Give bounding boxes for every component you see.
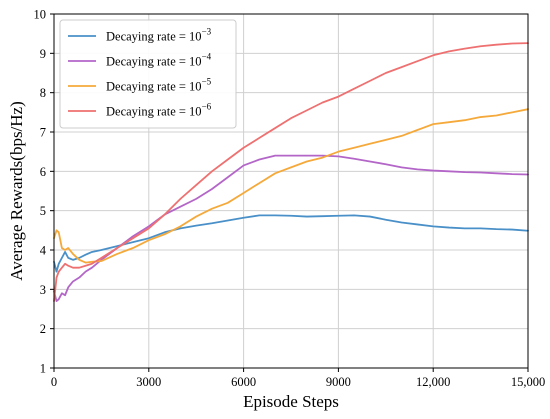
series-layer xyxy=(53,42,529,303)
y-tick-label: 3 xyxy=(40,283,46,297)
y-tick-label: 9 xyxy=(40,47,46,61)
x-axis-label: Episode Steps xyxy=(243,392,339,411)
legend: Decaying rate = 10−3 Decaying rate = 10−4… xyxy=(59,19,237,129)
legend-label-2: Decaying rate = 10−5 xyxy=(106,77,212,94)
y-tick-label: 6 xyxy=(40,165,46,179)
series-line-0 xyxy=(53,214,529,273)
y-tick-label: 4 xyxy=(40,244,47,258)
legend-label-3: Decaying rate = 10−6 xyxy=(106,102,212,119)
y-tick-label: 7 xyxy=(40,126,46,140)
tick-layer: 0 3000 6000 9000 12,000 15,000 1 2 3 4 5 6 7 8 9 10 xyxy=(34,8,546,390)
y-axis-label: Average Rewards(bps/Hz) xyxy=(7,101,26,281)
x-tick-label: 0 xyxy=(51,375,57,389)
x-tick-label: 3000 xyxy=(136,375,161,389)
y-tick-label: 1 xyxy=(40,362,46,376)
series-line-3 xyxy=(53,42,529,303)
grid-lines xyxy=(53,13,529,369)
legend-label-1: Decaying rate = 10−4 xyxy=(106,52,212,69)
series-line-1 xyxy=(53,154,529,303)
x-tick-label: 9000 xyxy=(326,375,351,389)
y-tick-label: 5 xyxy=(40,204,46,218)
plot-frame xyxy=(53,13,529,369)
x-tick-label: 12,000 xyxy=(416,375,450,389)
legend-label-0: Decaying rate = 10−3 xyxy=(106,27,212,44)
y-tick-label: 2 xyxy=(40,322,46,336)
legend-box xyxy=(59,19,237,129)
x-tick-label: 6000 xyxy=(231,375,256,389)
series-line-2 xyxy=(53,108,529,264)
x-tick-label: 15,000 xyxy=(511,375,545,389)
y-tick-label: 10 xyxy=(34,8,47,22)
y-tick-label: 8 xyxy=(40,86,46,100)
